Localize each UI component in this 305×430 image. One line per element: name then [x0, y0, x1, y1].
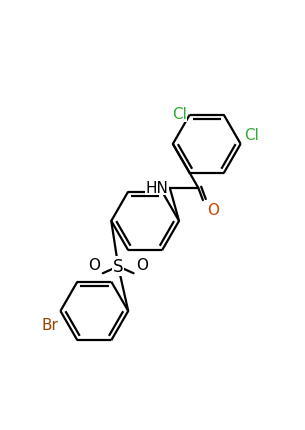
- Text: O: O: [136, 257, 148, 272]
- Text: HN: HN: [145, 180, 168, 195]
- Text: Br: Br: [41, 317, 58, 332]
- Text: O: O: [88, 257, 100, 272]
- Text: S: S: [113, 258, 124, 276]
- Text: O: O: [207, 203, 219, 218]
- Text: Cl: Cl: [244, 127, 259, 142]
- Text: Cl: Cl: [172, 107, 187, 122]
